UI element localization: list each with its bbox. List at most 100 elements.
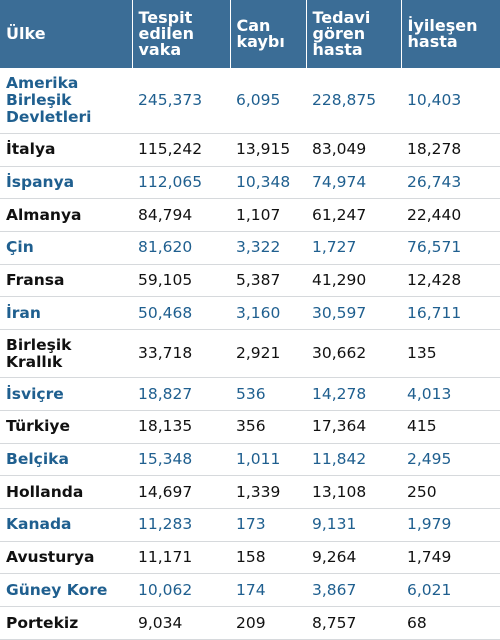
table-row: Fransa 59,105 5,387 41,290 12,428 bbox=[0, 264, 500, 298]
cases-value: 18,135 bbox=[132, 410, 230, 444]
recovered-value: 250 bbox=[401, 475, 500, 510]
recovered-value: 18,278 bbox=[401, 133, 500, 167]
cases-value: 10,062 bbox=[132, 573, 230, 608]
column-header-treated: Tedavi gören hasta bbox=[306, 0, 402, 68]
cases-value: 112,065 bbox=[132, 166, 230, 200]
cases-value: 50,468 bbox=[132, 296, 230, 330]
country-name: İsviçre bbox=[0, 377, 132, 412]
deaths-value: 174 bbox=[230, 573, 306, 608]
deaths-value: 173 bbox=[230, 508, 306, 542]
treated-value: 228,875 bbox=[306, 68, 401, 134]
country-name: İtalya bbox=[0, 133, 132, 167]
country-name: Fransa bbox=[0, 264, 132, 298]
table-row: Portekiz 9,034 209 8,757 68 bbox=[0, 606, 500, 640]
recovered-value: 22,440 bbox=[401, 198, 500, 232]
cases-value: 33,718 bbox=[132, 329, 230, 379]
country-name: Avusturya bbox=[0, 541, 132, 575]
country-name: Birleşik Krallık bbox=[0, 329, 132, 379]
treated-value: 83,049 bbox=[306, 133, 401, 167]
recovered-value: 1,749 bbox=[401, 541, 500, 575]
deaths-value: 5,387 bbox=[230, 264, 306, 298]
column-header-deaths: Can kaybı bbox=[230, 0, 307, 68]
treated-value: 8,757 bbox=[306, 606, 401, 640]
country-name: İran bbox=[0, 296, 132, 330]
country-name: Türkiye bbox=[0, 410, 132, 444]
cases-value: 115,242 bbox=[132, 133, 230, 167]
header-row: Ülke Tespit edilen vaka Can kaybı Tedavi… bbox=[0, 0, 500, 68]
table-row: Hollanda 14,697 1,339 13,108 250 bbox=[0, 475, 500, 510]
country-name: Kanada bbox=[0, 508, 132, 542]
treated-value: 30,662 bbox=[306, 329, 401, 379]
cases-value: 245,373 bbox=[132, 68, 230, 134]
treated-value: 74,974 bbox=[306, 166, 401, 200]
table-row: İran 50,468 3,160 30,597 16,711 bbox=[0, 296, 500, 330]
deaths-value: 536 bbox=[230, 377, 306, 412]
deaths-value: 1,107 bbox=[230, 198, 306, 232]
table-row: Birleşik Krallık 33,718 2,921 30,662 135 bbox=[0, 329, 500, 379]
deaths-value: 356 bbox=[230, 410, 306, 444]
deaths-value: 3,160 bbox=[230, 296, 306, 330]
cases-value: 9,034 bbox=[132, 606, 230, 640]
treated-value: 30,597 bbox=[306, 296, 401, 330]
cases-value: 81,620 bbox=[132, 231, 230, 265]
treated-value: 11,842 bbox=[306, 443, 401, 477]
table-row: İtalya 115,242 13,915 83,049 18,278 bbox=[0, 133, 500, 167]
treated-value: 9,131 bbox=[306, 508, 401, 542]
deaths-value: 10,348 bbox=[230, 166, 306, 200]
recovered-value: 26,743 bbox=[401, 166, 500, 200]
recovered-value: 16,711 bbox=[401, 296, 500, 330]
column-header-country: Ülke bbox=[0, 0, 133, 68]
recovered-value: 2,495 bbox=[401, 443, 500, 477]
cases-value: 84,794 bbox=[132, 198, 230, 232]
recovered-value: 1,979 bbox=[401, 508, 500, 542]
treated-value: 61,247 bbox=[306, 198, 401, 232]
recovered-value: 135 bbox=[401, 329, 500, 379]
table-row: Türkiye 18,135 356 17,364 415 bbox=[0, 410, 500, 444]
recovered-value: 10,403 bbox=[401, 68, 500, 134]
treated-value: 9,264 bbox=[306, 541, 401, 575]
country-name: Çin bbox=[0, 231, 132, 265]
cases-value: 59,105 bbox=[132, 264, 230, 298]
recovered-value: 6,021 bbox=[401, 573, 500, 608]
cases-value: 15,348 bbox=[132, 443, 230, 477]
deaths-value: 6,095 bbox=[230, 68, 306, 134]
cases-value: 11,283 bbox=[132, 508, 230, 542]
country-name: Portekiz bbox=[0, 606, 132, 640]
cases-value: 14,697 bbox=[132, 475, 230, 510]
country-name: Almanya bbox=[0, 198, 132, 232]
recovered-value: 12,428 bbox=[401, 264, 500, 298]
country-name: Güney Kore bbox=[0, 573, 132, 608]
deaths-value: 1,011 bbox=[230, 443, 306, 477]
cases-value: 11,171 bbox=[132, 541, 230, 575]
table-row: Belçika 15,348 1,011 11,842 2,495 bbox=[0, 443, 500, 477]
treated-value: 14,278 bbox=[306, 377, 401, 412]
country-name: Amerika Birleşik Devletleri bbox=[0, 68, 132, 134]
column-header-recovered: İyileşen hasta bbox=[401, 0, 500, 68]
table-row: Almanya 84,794 1,107 61,247 22,440 bbox=[0, 198, 500, 232]
recovered-value: 76,571 bbox=[401, 231, 500, 265]
table-row: Amerika Birleşik Devletleri 245,373 6,095 2… bbox=[0, 68, 500, 134]
table-body: Amerika Birleşik Devletleri 245,373 6,095 2… bbox=[0, 68, 500, 640]
treated-value: 3,867 bbox=[306, 573, 401, 608]
table-row: Avusturya 11,171 158 9,264 1,749 bbox=[0, 541, 500, 575]
deaths-value: 3,322 bbox=[230, 231, 306, 265]
deaths-value: 158 bbox=[230, 541, 306, 575]
table-row: Çin 81,620 3,322 1,727 76,571 bbox=[0, 231, 500, 265]
table-row: Güney Kore 10,062 174 3,867 6,021 bbox=[0, 573, 500, 608]
deaths-value: 209 bbox=[230, 606, 306, 640]
deaths-value: 2,921 bbox=[230, 329, 306, 379]
treated-value: 1,727 bbox=[306, 231, 401, 265]
treated-value: 17,364 bbox=[306, 410, 401, 444]
treated-value: 13,108 bbox=[306, 475, 401, 510]
country-name: Belçika bbox=[0, 443, 132, 477]
treated-value: 41,290 bbox=[306, 264, 401, 298]
recovered-value: 415 bbox=[401, 410, 500, 444]
recovered-value: 4,013 bbox=[401, 377, 500, 412]
table-row: İspanya 112,065 10,348 74,974 26,743 bbox=[0, 166, 500, 200]
country-name: Hollanda bbox=[0, 475, 132, 510]
table-row: Kanada 11,283 173 9,131 1,979 bbox=[0, 508, 500, 542]
deaths-value: 1,339 bbox=[230, 475, 306, 510]
deaths-value: 13,915 bbox=[230, 133, 306, 167]
country-name: İspanya bbox=[0, 166, 132, 200]
